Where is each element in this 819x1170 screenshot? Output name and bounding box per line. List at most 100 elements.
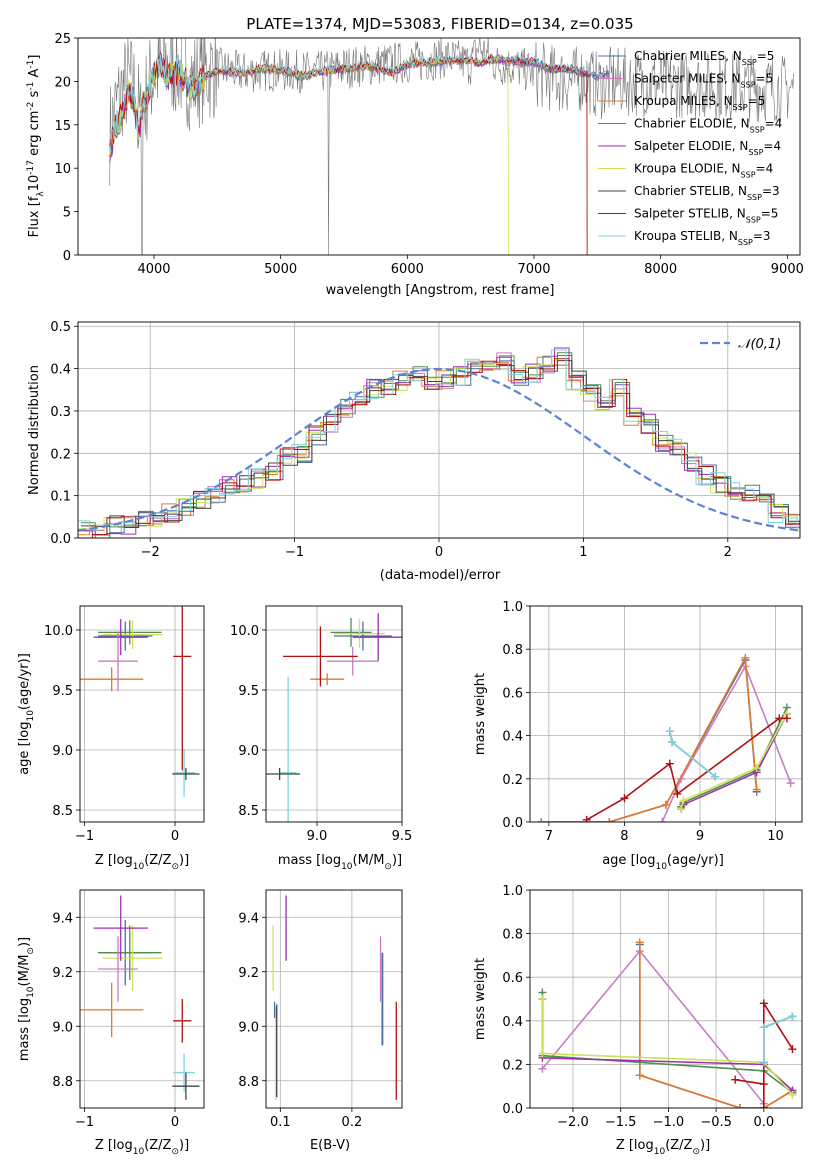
weight-point-marker [752,764,761,772]
y-tick-label: 9.2 [52,966,73,981]
spectrum-axes: 4000 5000 6000 7000 8000 9000 0 5 10 15 20 25 [54,32,803,277]
weight-series-line [541,655,758,822]
weight-vs-Z-frame [529,889,803,1109]
age-vs-Z-xlabel: Z [log10(Z/Z⊙)] [95,853,189,872]
legend-entry: Chabrier ELODIE, NSSP=4 [634,117,782,135]
age-vs-mass-xlabel-text: mass [log10(M/M⊙)] [278,853,402,872]
y-tick-label: 9.0 [52,744,73,759]
y-tick-label: 0.6 [502,971,523,986]
mass-vs-Z-frame [79,889,205,1109]
x-tick-label: 0.2 [342,1115,363,1130]
x-tick-label: −1 [75,1115,94,1130]
x-tick-label: 7000 [517,262,550,277]
model-spectrum-line [109,54,510,255]
spectrum-ylabel: Flux [fλ10-17 erg cm-2 s-1 A-1] [26,55,46,238]
mass-vs-EBV-frame [265,889,403,1109]
weight-vs-Z-ylabel-text: mass weight [473,958,488,1040]
weight-series-line [661,664,792,822]
x-tick-label: 0.1 [270,1115,291,1130]
weight-point-marker [775,714,784,723]
weight-series-line [763,1015,793,1063]
model-spectrum-line [109,52,610,152]
x-tick-label: 0.0 [753,1115,774,1130]
weight-point-marker [759,1080,768,1089]
y-tick-label: 0.3 [50,405,71,420]
weight-series-line [541,999,794,1092]
weight-series-line [541,999,794,1096]
age-vs-mass-plot-area [266,606,402,822]
weight-vs-age-ylabel: mass weight [473,673,488,755]
age-vs-Z-ylabel: age [log10(age/yr)] [17,653,36,775]
spectrum-frame [77,37,801,256]
weight-point-marker [538,995,547,1003]
weight-point-marker [662,800,670,809]
weight-point-marker [538,1049,547,1058]
normal-curve-line [78,367,800,532]
weight-series-line [680,707,788,808]
weight-point-marker [759,999,768,1008]
weight-point-marker [782,714,791,723]
y-tick-label: 9.0 [238,744,259,759]
weight-point-marker [538,1064,547,1073]
weight-point-marker [673,789,682,798]
residual-xlabel-text: (data-model)/error [380,568,501,583]
age-vs-mass-xlabel: mass [log10(M/M⊙)] [278,853,402,872]
weight-point-marker [635,938,644,947]
age-vs-mass-axes: 9.0 9.5 8.5 9.0 9.5 10.0 [230,605,413,844]
spectrum-xlabel: wavelength [Angstrom, rest frame] [326,283,555,298]
weight-vs-Z-plot-area [530,890,802,1108]
weight-vs-Z-ylabel: mass weight [473,958,488,1040]
y-tick-label: 8.5 [52,804,73,819]
x-tick-label: 9.5 [392,829,413,844]
x-tick-label: 5000 [264,262,297,277]
y-tick-label: 10.0 [44,624,73,639]
weight-point-marker [537,818,546,822]
weight-series-line [763,1015,793,1063]
x-tick-label: 8 [620,829,628,844]
figure-title: PLATE=1374, MJD=53083, FIBERID=0134, z=0… [246,15,633,33]
y-tick-label: 0.2 [502,773,523,788]
weight-point-marker [665,759,674,768]
x-tick-label: −2 [141,545,160,560]
x-tick-label: 6000 [391,262,424,277]
y-tick-label: 0.0 [502,1102,523,1117]
mass-vs-EBV-plot-area [266,890,402,1108]
age-vs-Z-frame [79,605,205,823]
weight-point-marker [582,815,591,822]
y-tick-label: 0.2 [502,1058,523,1073]
y-tick-label: 0.5 [50,320,71,335]
residual-histogram-step [80,360,800,528]
mass-vs-Z-xlabel-text: Z [log10(Z/Z⊙)] [95,1138,189,1157]
y-tick-label: 9.5 [238,684,259,699]
legend-entry: Salpeter ELODIE, NSSP=4 [634,139,781,157]
weight-vs-age-xlabel-text: age [log10(age/yr)] [602,853,724,872]
weight-point-marker [752,785,761,794]
y-tick-label: 0.8 [502,928,523,943]
y-tick-label: 10 [54,162,71,177]
residual-xlabel: (data-model)/error [380,568,501,583]
y-tick-label: 0.4 [502,1015,523,1030]
y-tick-label: 0.8 [502,643,523,658]
legend-entry: Kroupa ELODIE, NSSP=4 [634,162,773,180]
legend-entry: Chabrier STELIB, NSSP=3 [634,184,780,202]
x-tick-label: 10 [767,829,784,844]
weight-vs-Z-xlabel: Z [log10(Z/Z⊙)] [616,1138,710,1157]
weight-vs-age-plot-area [530,606,802,822]
y-tick-label: 9.2 [238,966,259,981]
weight-vs-age-axes: 7 8 9 10 0.0 0.2 0.4 0.6 0.8 1.0 [502,600,803,844]
weight-point-marker [620,794,629,803]
observed-spectrum-line [109,38,794,255]
mass-vs-Z-axes: −1 0 8.8 9.0 9.2 9.4 [52,889,205,1130]
y-tick-label: 9.0 [238,1020,259,1035]
y-tick-label: 0.0 [50,532,71,547]
age-vs-mass-frame [265,605,403,823]
y-tick-label: 0.0 [502,816,523,831]
x-tick-label: −1 [285,545,304,560]
weight-point-marker [786,779,795,788]
x-tick-label: 0 [435,545,443,560]
weight-point-marker [788,1012,797,1021]
weight-point-marker [735,1104,744,1108]
weight-point-marker [788,1045,797,1054]
weight-point-marker [759,1104,768,1108]
weight-vs-Z-xlabel-text: Z [log10(Z/Z⊙)] [616,1138,710,1157]
